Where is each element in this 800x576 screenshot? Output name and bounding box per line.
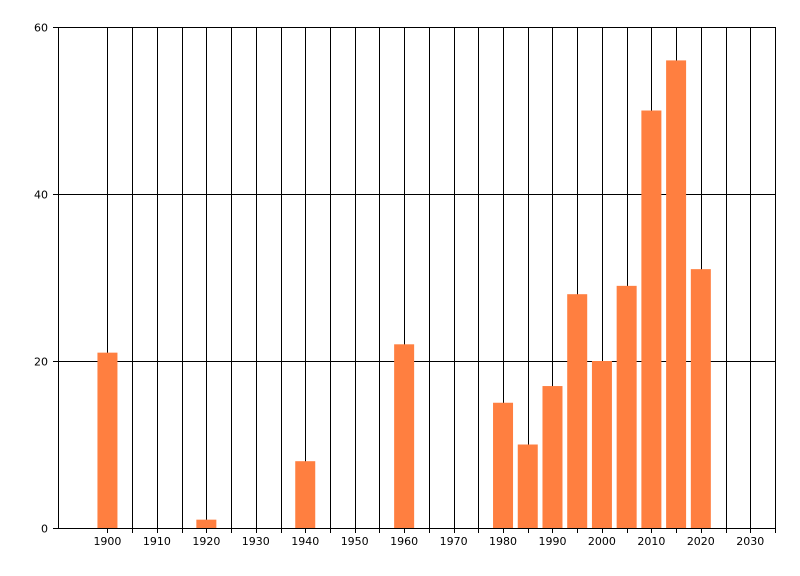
x-tick-label: 1960: [390, 535, 418, 548]
bar: [591, 361, 612, 528]
bar: [567, 294, 588, 528]
bar: [542, 386, 563, 528]
y-tick-label: 0: [41, 523, 48, 536]
x-tick-label: 1940: [291, 535, 319, 548]
tick-labels: 0 20 40 60 1900 1910 1920 1930 1940 1950 1960 1970 1…: [34, 22, 764, 549]
bar: [97, 352, 118, 528]
x-tick-label: 2030: [736, 535, 764, 548]
x-tick-label: 1970: [440, 535, 468, 548]
bar: [616, 285, 637, 528]
x-tick-label: 1980: [489, 535, 517, 548]
bars: [97, 60, 711, 529]
x-tick-label: 2000: [588, 535, 616, 548]
y-tick-label: 40: [34, 189, 48, 202]
x-tick-label: 1930: [242, 535, 270, 548]
x-tick-label: 1910: [143, 535, 171, 548]
x-tick-label: 2010: [637, 535, 665, 548]
bar: [641, 110, 662, 528]
x-tick-label: 1900: [93, 535, 121, 548]
bar: [295, 461, 316, 528]
x-tick-label: 1920: [192, 535, 220, 548]
bar: [666, 60, 687, 529]
x-tick-label: 2020: [687, 535, 715, 548]
bar: [690, 269, 711, 528]
bar: [394, 344, 415, 528]
bar: [493, 402, 514, 528]
x-tick-label: 1950: [341, 535, 369, 548]
y-tick-label: 20: [34, 356, 48, 369]
y-tick-label: 60: [34, 22, 48, 35]
bar: [517, 444, 538, 528]
axes: [53, 27, 776, 533]
bar: [196, 519, 217, 528]
x-tick-label: 1990: [538, 535, 566, 548]
